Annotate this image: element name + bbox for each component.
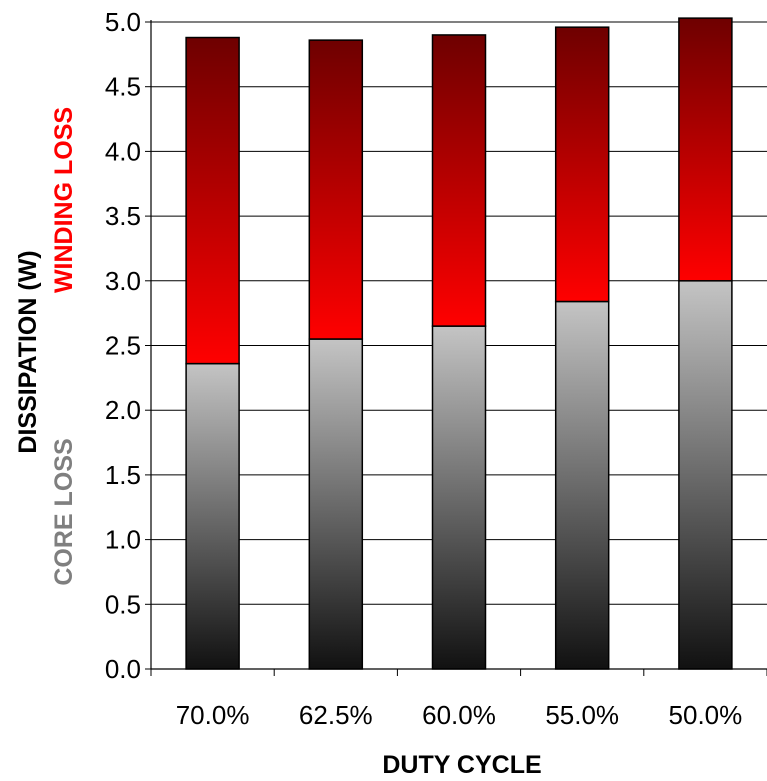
legend-winding-loss-label: WINDING LOSS <box>50 107 78 293</box>
y-tick-label: 4.5 <box>105 72 141 102</box>
core-loss-bar <box>185 362 240 670</box>
legend-core: CORE LOSS <box>50 438 78 585</box>
bars <box>185 17 733 670</box>
core-loss-bar <box>308 338 364 670</box>
y-tick-label: 1.0 <box>105 525 141 555</box>
x-tick-label: 70.0% <box>176 700 250 730</box>
y-tick-label: 2.5 <box>105 331 141 361</box>
x-tick-label: 60.0% <box>422 700 496 730</box>
y-tick-label: 5.0 <box>105 7 141 37</box>
y-tick-label: 4.0 <box>105 136 141 166</box>
x-tick-labels: 70.0% 62.5% 60.0% 55.0% 50.0% <box>176 700 743 730</box>
x-tick-label: 62.5% <box>299 700 373 730</box>
y-tick-label: 0.0 <box>105 654 141 684</box>
y-axis-title: DISSIPATION (W) <box>14 250 42 453</box>
core-loss-bar <box>554 300 610 670</box>
core-loss-bar <box>431 325 487 670</box>
winding-loss-bar <box>431 34 487 327</box>
y-tick-label: 1.5 <box>105 460 141 490</box>
axes <box>150 20 767 676</box>
winding-loss-bar <box>308 39 364 340</box>
y-tick-label: 3.5 <box>105 201 141 231</box>
x-axis-title: DUTY CYCLE <box>382 751 541 779</box>
y-tick-labels: 0.0 0.5 1.0 1.5 2.0 2.5 3.0 3.5 4.0 4.5 5.0 <box>105 7 141 684</box>
y-tick-label: 3.0 <box>105 266 141 296</box>
y-axis-title-group: DISSIPATION (W) <box>14 250 42 453</box>
y-tick-label: 0.5 <box>105 589 141 619</box>
x-tick-label: 50.0% <box>669 700 743 730</box>
y-tick-label: 2.0 <box>105 395 141 425</box>
legend-core-loss-label: CORE LOSS <box>50 438 78 585</box>
legend-winding: WINDING LOSS <box>50 107 78 293</box>
core-loss-bar <box>678 280 733 670</box>
x-tick-label: 55.0% <box>545 700 619 730</box>
winding-loss-bar <box>554 26 610 303</box>
winding-loss-bar <box>678 17 733 282</box>
winding-loss-bar <box>185 36 240 365</box>
